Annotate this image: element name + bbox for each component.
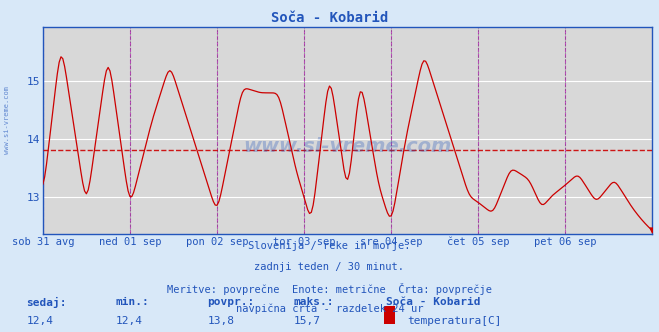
Text: Soča - Kobarid: Soča - Kobarid bbox=[386, 297, 480, 307]
Text: 12,4: 12,4 bbox=[26, 316, 53, 326]
Text: maks.:: maks.: bbox=[293, 297, 333, 307]
Text: temperatura[C]: temperatura[C] bbox=[407, 316, 501, 326]
Text: 15,7: 15,7 bbox=[293, 316, 320, 326]
Text: Slovenija / reke in morje.: Slovenija / reke in morje. bbox=[248, 241, 411, 251]
Text: sedaj:: sedaj: bbox=[26, 297, 67, 308]
Text: zadnji teden / 30 minut.: zadnji teden / 30 minut. bbox=[254, 262, 405, 272]
Text: min.:: min.: bbox=[115, 297, 149, 307]
Text: 13,8: 13,8 bbox=[208, 316, 235, 326]
Text: navpična črta - razdelek 24 ur: navpična črta - razdelek 24 ur bbox=[236, 303, 423, 314]
Text: 12,4: 12,4 bbox=[115, 316, 142, 326]
Text: povpr.:: povpr.: bbox=[208, 297, 255, 307]
Text: Meritve: povprečne  Enote: metrične  Črta: povprečje: Meritve: povprečne Enote: metrične Črta:… bbox=[167, 283, 492, 294]
Text: Soča - Kobarid: Soča - Kobarid bbox=[271, 11, 388, 25]
Text: www.si-vreme.com: www.si-vreme.com bbox=[4, 86, 10, 153]
Text: www.si-vreme.com: www.si-vreme.com bbox=[243, 137, 452, 156]
